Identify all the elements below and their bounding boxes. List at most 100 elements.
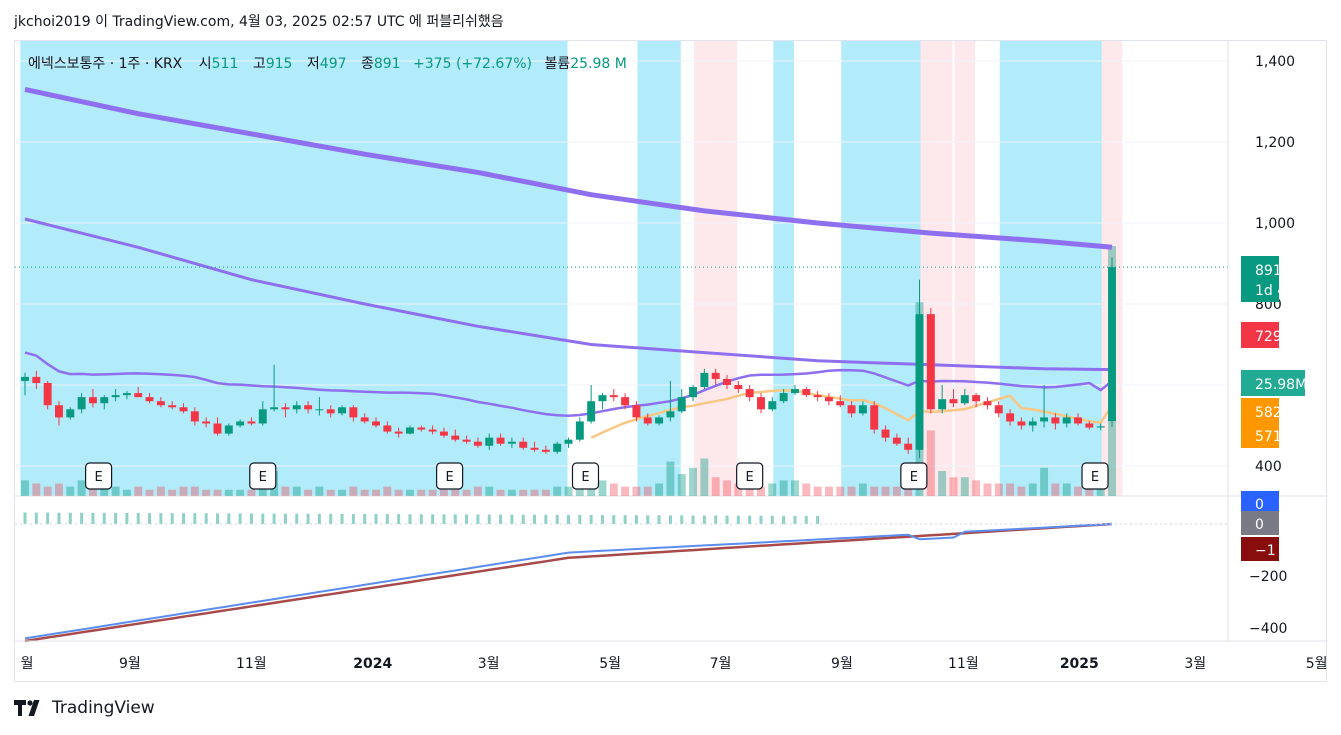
macd-histogram-bar [23, 512, 27, 524]
volume-bar [507, 489, 516, 496]
earnings-marker-label: E [581, 470, 589, 485]
time-axis-tick: 11월 [236, 656, 267, 672]
candle-body [598, 395, 607, 402]
earnings-marker-label: E [259, 470, 267, 485]
macd-histogram-bar [453, 514, 457, 524]
candle-body [609, 395, 618, 398]
legend-low-label: 저 [306, 56, 320, 72]
price-chart[interactable]: E E E E E E E1,4001,2001,000800400−200−4008911… [15, 41, 1328, 683]
candle-body [949, 399, 958, 404]
candle-body [1040, 417, 1049, 422]
volume-bar [689, 467, 698, 496]
background-band-2 [694, 41, 738, 496]
chart-frame[interactable]: E E E E E E E 1,400 1,200 1,000 800 400 −200 −400 891 1… [14, 40, 1328, 683]
price-axis-tick: 1,000 [1255, 216, 1295, 232]
volume-bar [960, 477, 969, 496]
macd-histogram-bar [555, 514, 559, 524]
candle-body [723, 378, 731, 385]
volume-bar [700, 458, 709, 496]
volume-bar [870, 486, 879, 496]
volume-bar [213, 489, 222, 496]
volume-bar [655, 483, 664, 496]
volume-bar [111, 486, 120, 496]
candle-body [338, 407, 347, 414]
candle-body [21, 376, 29, 381]
candle-body [541, 449, 550, 452]
candle-body [960, 395, 969, 404]
chart-legend: 에넥스보통주 · 1주 · KRX 시511 고915 저497 종891 +3… [28, 53, 627, 73]
price-badge [1241, 322, 1279, 348]
volume-bar [723, 480, 731, 496]
volume-bar [541, 489, 550, 496]
price-badge-label: 891 [1255, 263, 1282, 279]
candle-body [1096, 426, 1105, 428]
candle-body [315, 409, 324, 411]
time-axis-tick: 3월 [478, 656, 500, 672]
macd-badge-label: 0 [1255, 517, 1264, 533]
legend-high-value: 915 [265, 56, 293, 72]
volume-bar [77, 480, 86, 496]
macd-histogram-bar [397, 514, 401, 524]
volume-bar [779, 480, 788, 496]
macd-histogram-bar [227, 513, 231, 524]
volume-bar [881, 486, 890, 496]
volume-bar [304, 489, 313, 496]
volume-bar [383, 486, 392, 496]
tradingview-brand: TradingView [52, 698, 155, 718]
ma-long-line [24, 86, 1113, 250]
macd-histogram-bar [57, 512, 61, 524]
candle-body [66, 409, 75, 418]
legend-change-value: +375 (+72.67%) [413, 56, 532, 72]
volume-bar [156, 486, 165, 496]
macd-histogram-bar [600, 515, 604, 524]
volume-bar [949, 477, 958, 496]
price-badge-label: 25.98M [1255, 377, 1307, 393]
candle-body [677, 397, 686, 412]
volume-bar [1006, 483, 1015, 496]
candle-body [1108, 267, 1116, 422]
volume-bar [813, 486, 822, 496]
macd-histogram-bar [159, 513, 163, 524]
volume-bar [938, 471, 947, 496]
candle-body [451, 435, 460, 440]
macd-line [24, 523, 1113, 640]
macd-histogram-bar [680, 515, 684, 524]
price-axis-tick: 1,200 [1255, 135, 1295, 151]
macd-axis-tick: −400 [1249, 621, 1287, 637]
price-badge-label: 582 [1255, 405, 1282, 421]
candle-body [972, 395, 981, 402]
price-axis-tick: 400 [1255, 459, 1282, 475]
volume-bar [632, 486, 641, 496]
earnings-marker-label: E [446, 470, 454, 485]
macd-histogram-bar [182, 513, 186, 524]
candle-body [1062, 417, 1071, 424]
macd-histogram-bar [804, 515, 808, 524]
macd-histogram-bar [816, 516, 820, 524]
price-badge [1241, 256, 1279, 302]
macd-histogram-bar [148, 513, 152, 524]
price-badge-label: 729 [1255, 329, 1282, 345]
macd-histogram-bar [476, 514, 480, 524]
candle-body [824, 397, 833, 402]
candle-body [553, 443, 562, 452]
macd-histogram-bar [114, 512, 118, 524]
candle-body [55, 405, 63, 418]
volume-bar [168, 489, 177, 496]
legend-low-value: 497 [319, 56, 347, 72]
volume-bar [66, 486, 75, 496]
volume-bar [394, 489, 403, 496]
legend-open-value: 511 [211, 56, 239, 72]
volume-bar [292, 486, 301, 496]
candle-body [643, 417, 652, 424]
time-axis-tick: 9월 [831, 656, 853, 672]
candle-body [813, 395, 822, 398]
candle-body [847, 405, 856, 414]
earnings-marker-label: E [746, 470, 754, 485]
tradingview-logo[interactable]: TradingView [14, 698, 155, 718]
volume-bar [134, 486, 143, 496]
volume-bar [983, 483, 992, 496]
macd-histogram-bar [736, 515, 740, 524]
macd-histogram-bar [102, 512, 106, 524]
candle-body [473, 441, 482, 446]
candle-body [168, 405, 177, 408]
